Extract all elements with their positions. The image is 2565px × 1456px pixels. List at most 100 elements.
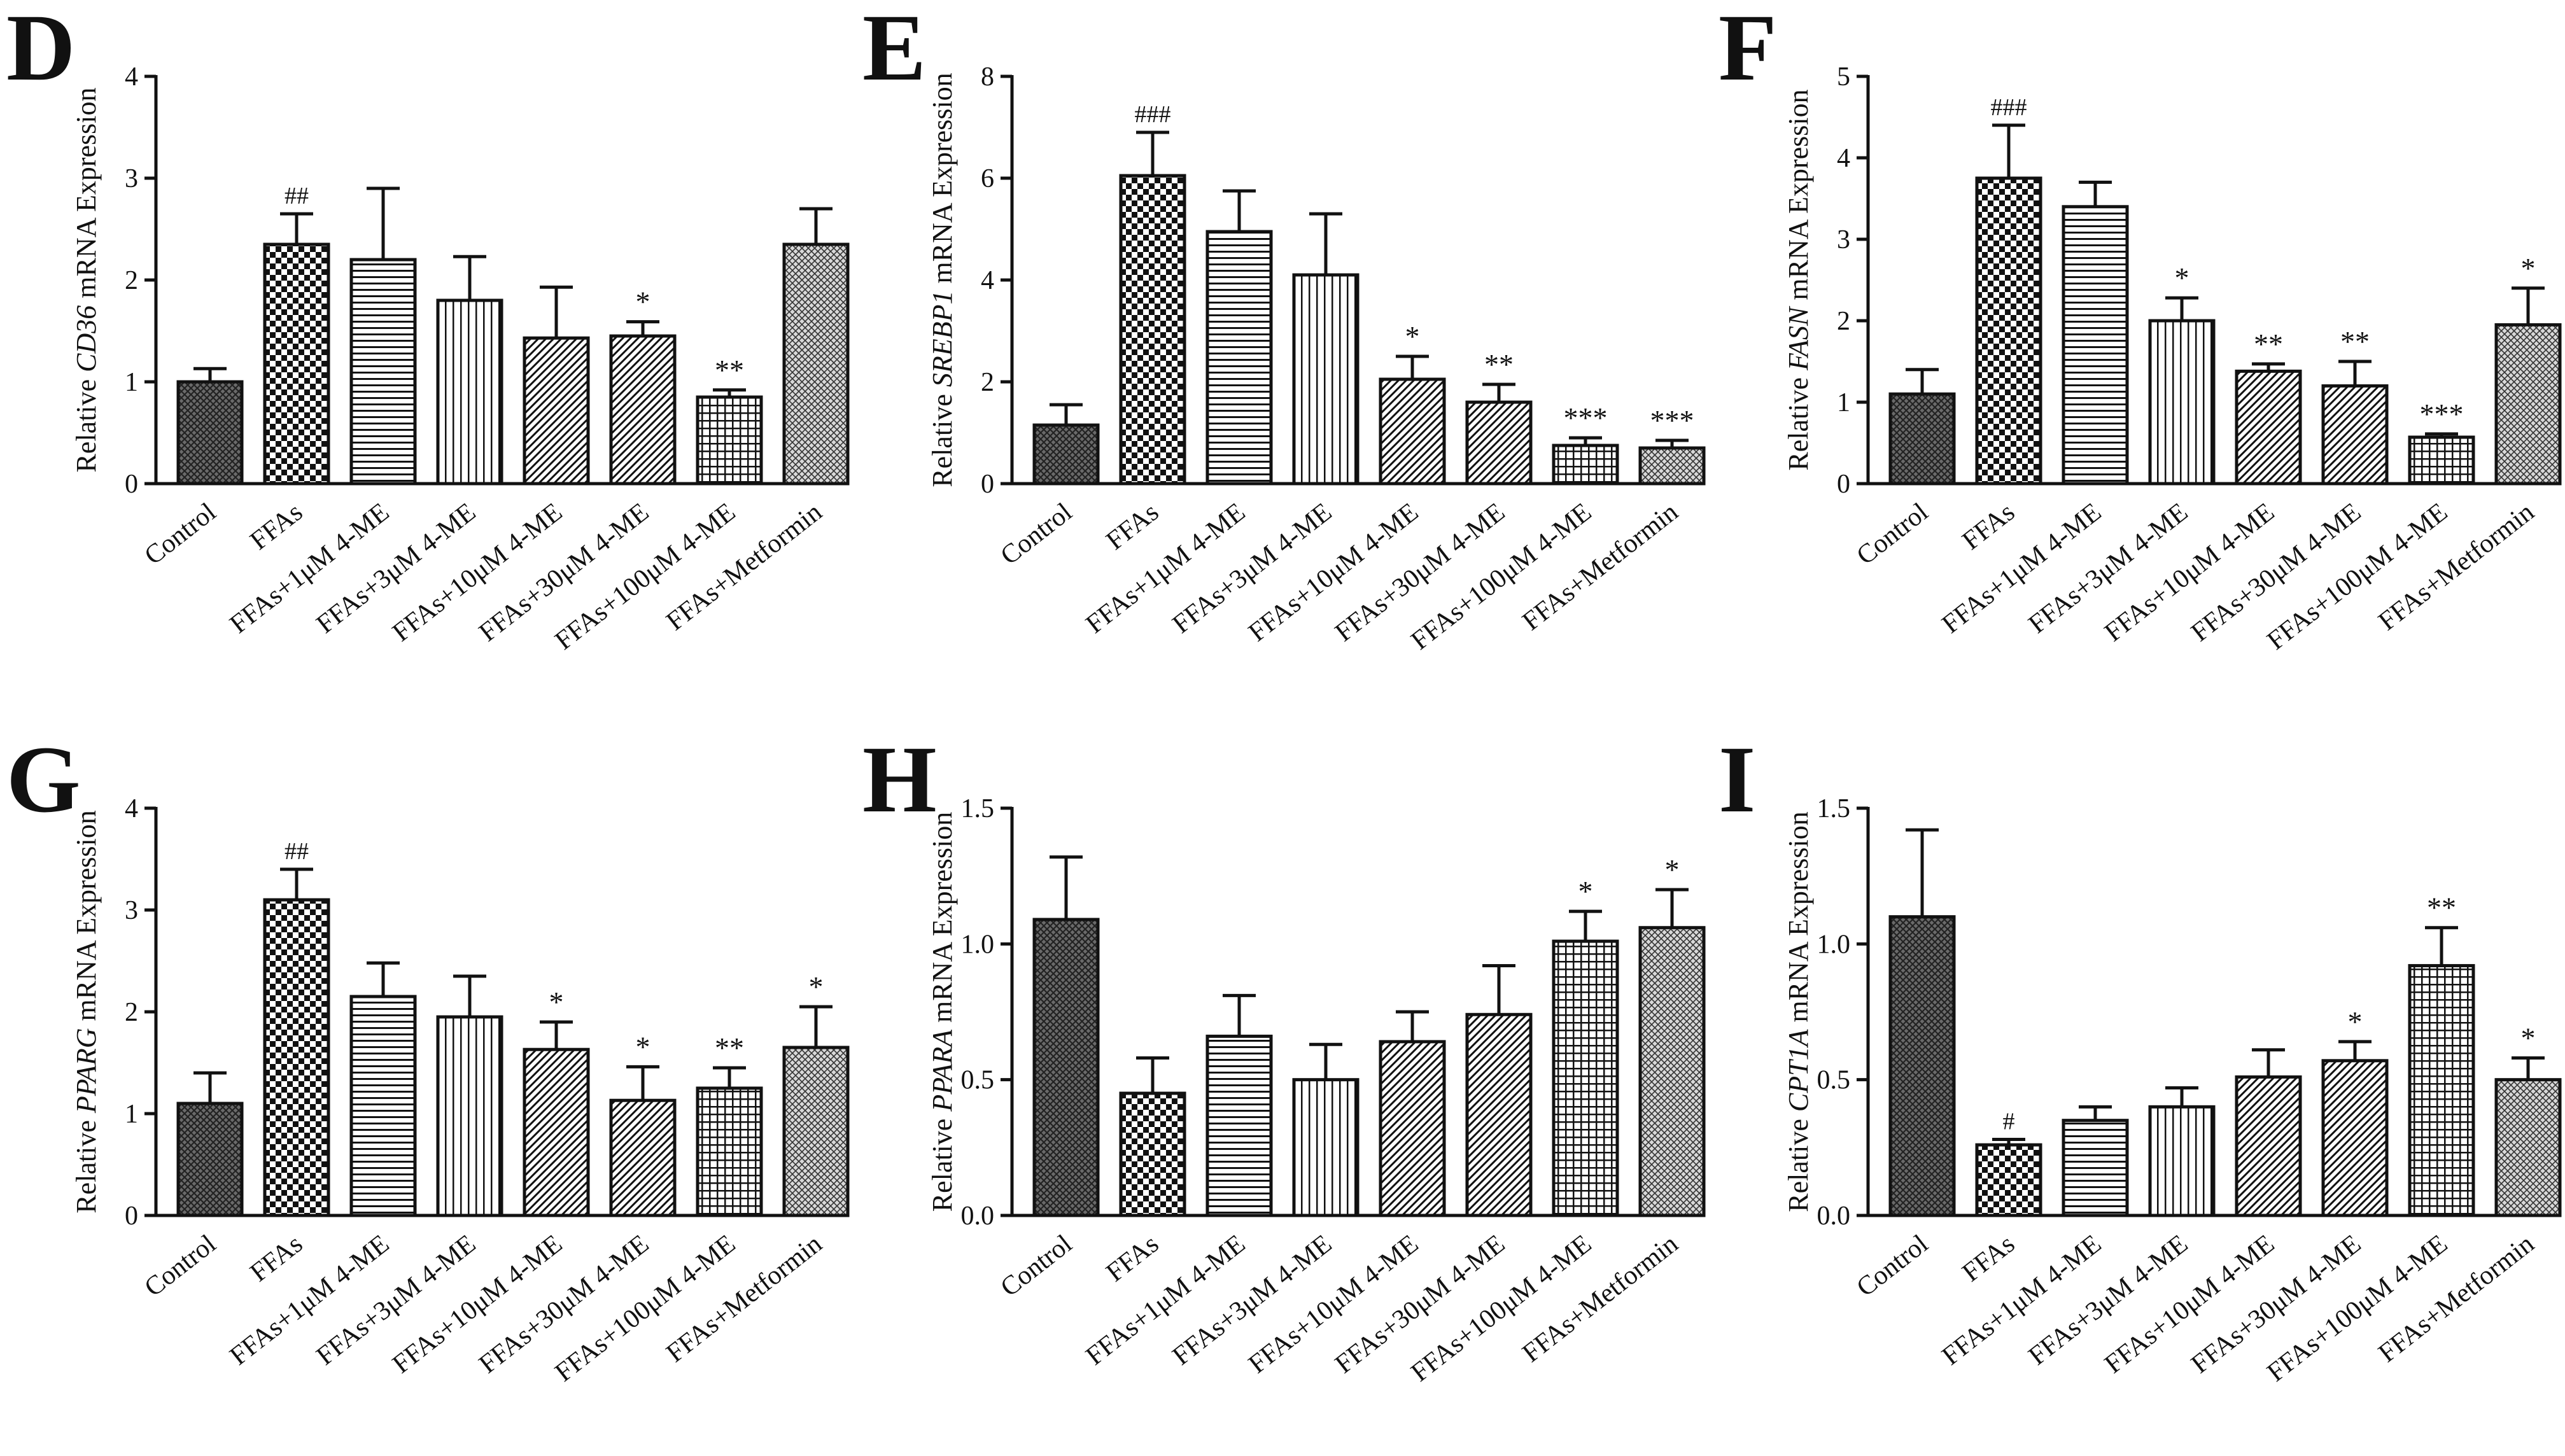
category-label: FFAs+1μM 4-ME [225,498,395,640]
category-label: Control [1852,498,1934,571]
y-tick-label: 4 [125,794,138,823]
y-axis: 0 1 2 3 4 [125,62,158,499]
y-tick-label: 0 [981,470,994,499]
bar [2148,1105,2216,1217]
y-tick-label: 1.5 [1817,794,1851,823]
panel-label: F [1718,0,1777,101]
bar [523,1047,590,1217]
chart-d: 0 1 2 3 4 Relative CD36 mRNA Expression Contro… [71,62,850,655]
significance-label: * [1578,875,1593,907]
panel-label: D [6,0,76,101]
category-label: FFAs+1μM 4-ME [1081,1229,1251,1371]
panel-label: I [1718,727,1756,832]
significance-label: ## [285,838,309,865]
category-label: FFAs+Metformin [2373,1229,2540,1368]
y-tick-label: 3 [125,164,138,193]
category-label: FFAs+Metformin [661,498,828,636]
significance-label: * [636,1030,650,1063]
category-label: FFAs [1101,1229,1164,1288]
significance-label: * [2175,262,2189,294]
y-tick-label: 4 [125,62,138,92]
y-tick-label: 4 [1837,144,1850,173]
significance-label: * [549,986,564,1018]
y-tick-label: 5 [1837,62,1850,92]
bar [2321,1059,2389,1217]
significance-label: * [636,286,650,318]
bar [1205,230,1273,486]
bar [2148,319,2216,486]
significance-label: *** [1564,402,1608,434]
y-tick-label: 1 [125,1100,138,1129]
y-tick-label: 0.5 [1817,1066,1851,1095]
y-tick-label: 0.5 [961,1066,995,1095]
category-label: FFAs [1957,1229,2020,1288]
y-axis: 0 1 2 3 4 [125,794,158,1231]
category-label: FFAs [245,1229,308,1288]
bar [263,242,330,486]
y-tick-label: 8 [981,62,994,92]
category-label: FFAs+1μM 4-ME [1937,498,2107,640]
bar [2408,435,2475,486]
significance-label: * [1405,320,1420,353]
significance-label: ** [715,1032,744,1064]
bar [1032,423,1100,486]
y-tick-label: 4 [981,266,994,295]
panel-g: G 0 1 2 3 4 Relative PPARG mRNA Expression Con… [6,727,850,1445]
bar [349,258,417,486]
bar [2408,963,2475,1217]
significance-label: # [2003,1109,2015,1135]
bar [1292,273,1360,486]
bar [2494,323,2562,486]
bar [2235,369,2302,486]
y-tick-label: 2 [125,998,138,1027]
bar [1638,926,1706,1217]
y-tick-label: 0.0 [1817,1201,1851,1231]
category-label: Control [139,1229,221,1303]
y-tick-label: 0 [125,470,138,499]
y-tick-label: 0.0 [961,1201,995,1231]
bar [349,995,417,1217]
significance-label: * [2521,1022,2536,1054]
bar [436,1015,503,1217]
y-tick-label: 1.5 [961,794,995,823]
y-tick-label: 1.0 [1817,930,1851,959]
y-axis-label: Relative FASN mRNA Expression [1783,89,1814,470]
bar [176,1102,244,1217]
y-axis-label: Relative PPARA mRNA Expression [927,812,958,1212]
chart-e: 0 2 4 6 8 Relative SREBP1 mRNA Expression Cont… [927,62,1706,655]
significance-label: * [1665,853,1680,886]
bar [1888,392,1956,486]
y-tick-label: 2 [981,368,994,397]
bar [2235,1075,2302,1217]
significance-label: *** [2420,398,2464,430]
bar [1975,1143,2042,1217]
y-tick-label: 2 [1837,307,1850,336]
y-axis-label: Relative SREBP1 mRNA Expression [927,73,958,487]
panel-label: G [6,727,81,832]
significance-label: ** [1484,348,1514,381]
significance-label: ## [285,183,309,209]
bar [2062,1119,2129,1217]
bar [696,1086,763,1217]
bar [263,898,330,1217]
bar [1638,446,1706,486]
y-tick-label: 1 [1837,388,1850,417]
bar [1379,377,1446,486]
bar [1379,1040,1446,1217]
y-axis: 0 2 4 6 8 [981,62,1014,499]
bar [609,334,677,486]
y-axis-label: Relative CD36 mRNA Expression [71,88,102,473]
y-tick-label: 0 [1837,470,1850,499]
significance-label: ** [2340,325,2370,358]
panel-i: I 0.0 0.5 1.0 1.5 Relative CPT1A mRNA Expres… [1718,727,2562,1445]
significance-label: * [2348,1005,2363,1038]
category-label: FFAs [1957,498,2020,556]
significance-label: ### [1135,101,1171,128]
y-tick-label: 1.0 [961,930,995,959]
significance-label: *** [1650,404,1694,437]
category-label: Control [995,498,1078,571]
category-label: FFAs+Metformin [1517,498,1684,636]
significance-label: ** [715,354,744,386]
